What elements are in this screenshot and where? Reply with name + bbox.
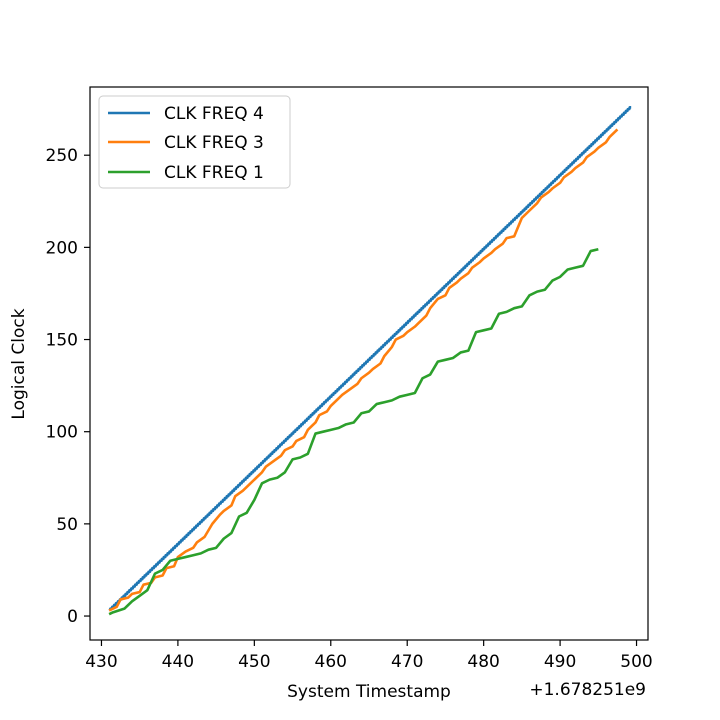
y-tick-label: 0 (67, 607, 78, 627)
y-axis-label: Logical Clock (9, 308, 29, 419)
y-tick-label: 100 (46, 423, 78, 443)
series-line-clk-freq-3 (108, 128, 619, 612)
y-tick-label: 200 (46, 238, 78, 258)
x-axis-offset-label: +1.678251e9 (529, 680, 646, 700)
x-tick-label: 430 (85, 652, 117, 672)
legend: CLK FREQ 4 CLK FREQ 3 CLK FREQ 1 (98, 95, 291, 189)
x-tick-label: 500 (620, 652, 652, 672)
x-tick-label: 490 (544, 652, 576, 672)
series-lines (108, 105, 632, 616)
series-line-clk-freq-1 (108, 247, 599, 616)
y-tick-label: 150 (46, 331, 78, 351)
y-tick-label: 50 (56, 515, 78, 535)
legend-label-clk-freq-3: CLK FREQ 3 (164, 133, 264, 153)
x-tick-label: 460 (315, 652, 347, 672)
x-tick-label: 470 (391, 652, 423, 672)
legend-label-clk-freq-1: CLK FREQ 1 (164, 163, 264, 183)
plot-frame (89, 86, 649, 641)
legend-label-clk-freq-4: CLK FREQ 4 (164, 104, 264, 124)
y-tick-label: 250 (46, 146, 78, 166)
series-line-clk-freq-4 (108, 105, 632, 611)
x-axis-label: System Timestamp (287, 682, 451, 702)
x-tick-label: 450 (238, 652, 270, 672)
x-tick-label: 480 (467, 652, 499, 672)
x-tick-label: 440 (162, 652, 194, 672)
axis-ticks: 430 440 450 460 470 480 490 500 0 50 100 150 200 250 (46, 146, 653, 672)
legend-box (98, 95, 291, 189)
